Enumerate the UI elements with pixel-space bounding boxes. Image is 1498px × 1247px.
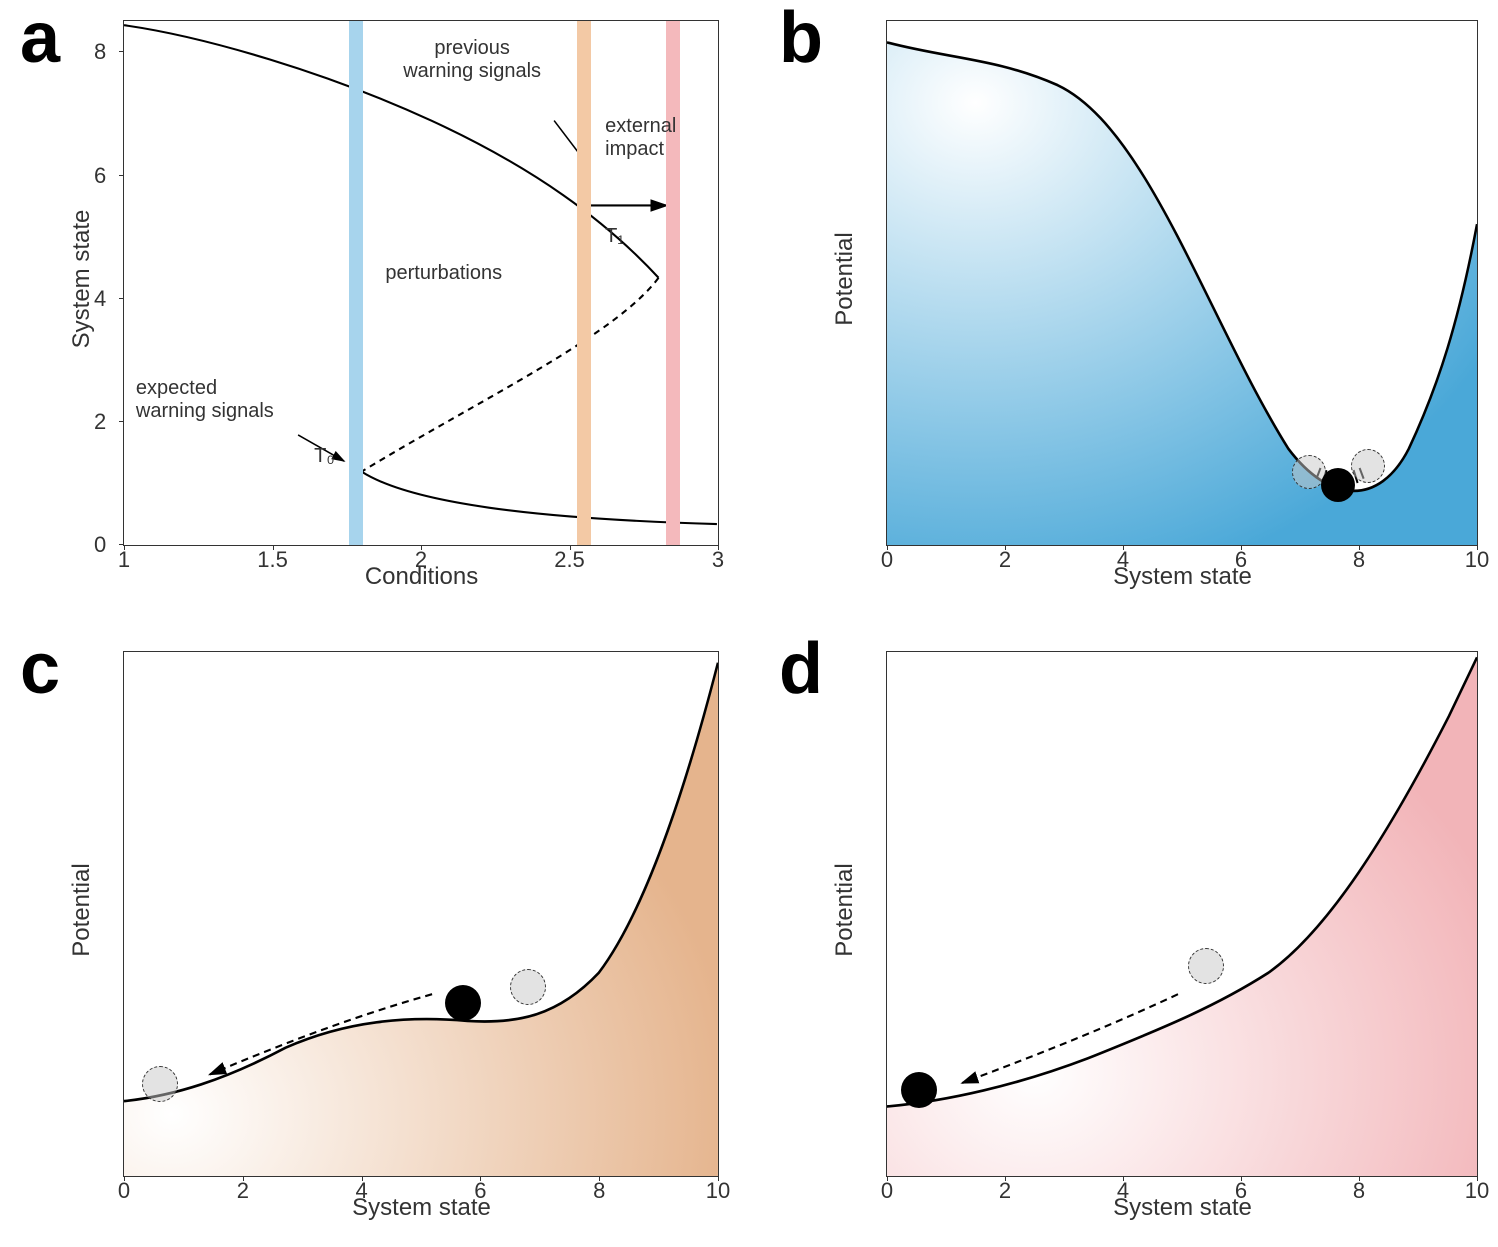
annot-t0: T₀: [314, 445, 335, 468]
tick-y: 4: [94, 286, 106, 312]
xlabel-b: System state: [1113, 563, 1252, 591]
tick-x: 8: [593, 1178, 605, 1204]
ball-solid: [445, 985, 481, 1021]
panel-a: a System state Conditions: [20, 20, 719, 596]
ball-dotted: [1188, 948, 1224, 984]
panel-letter-d: d: [779, 641, 823, 1227]
tick-x: 4: [1117, 1178, 1129, 1204]
tick-x: 1.5: [257, 547, 288, 573]
annot-t1: T₁: [605, 225, 624, 248]
band-blue: [349, 21, 363, 545]
tick-x: 2: [415, 547, 427, 573]
tick-x: 3: [712, 547, 724, 573]
plot-area-d: 0 2 4 6 8 10: [886, 651, 1478, 1177]
tick-y: 2: [94, 409, 106, 435]
tick-x: 0: [881, 1178, 893, 1204]
tick-x: 1: [118, 547, 130, 573]
tick-x: 2: [999, 547, 1011, 573]
plot-b: Potential System state: [831, 20, 1478, 596]
potential-svg-c: [124, 652, 718, 1176]
band-red: [666, 21, 680, 545]
ball-dotted: [1351, 449, 1385, 483]
plot-a: System state Conditions: [68, 20, 719, 596]
tick-y: 6: [94, 163, 106, 189]
annot-external: external impact: [605, 115, 676, 161]
tick-x: 2.5: [554, 547, 585, 573]
potential-svg-b: [887, 21, 1477, 545]
xlabel-d: System state: [1113, 1194, 1252, 1222]
tick-x: 0: [881, 547, 893, 573]
panel-d: d Potential System state: [779, 651, 1478, 1227]
annot-expected: expected warning signals: [136, 377, 274, 423]
ball-solid: [1321, 468, 1355, 502]
xlabel-c: System state: [352, 1194, 491, 1222]
potential-svg-d: [887, 652, 1477, 1176]
tick-x: 6: [1235, 547, 1247, 573]
panel-letter-c: c: [20, 641, 60, 1227]
tick-x: 2: [999, 1178, 1011, 1204]
ball-solid: [901, 1072, 937, 1108]
tick-x: 4: [356, 1178, 368, 1204]
tick-x: 8: [1353, 1178, 1365, 1204]
ylabel-a: System state: [68, 210, 96, 349]
tick-x: 6: [1235, 1178, 1247, 1204]
plot-c: Potential System state: [68, 651, 719, 1227]
band-orange: [577, 21, 591, 545]
tick-y: 8: [94, 39, 106, 65]
tick-x: 8: [1353, 547, 1365, 573]
plot-area-a: previous warning signals external impact…: [123, 20, 719, 546]
tick-x: 6: [474, 1178, 486, 1204]
ylabel-d: Potential: [831, 863, 859, 956]
panel-c: c Potential System state: [20, 651, 719, 1227]
tick-x: 0: [118, 1178, 130, 1204]
ball-dotted: [142, 1066, 178, 1102]
tick-x: 10: [706, 1178, 730, 1204]
ylabel-b: Potential: [831, 232, 859, 325]
plot-area-c: 0 2 4 6 8 10: [123, 651, 719, 1177]
annot-perturbations: perturbations: [385, 262, 502, 285]
panel-letter-a: a: [20, 10, 60, 596]
plot-d: Potential System state: [831, 651, 1478, 1227]
tick-x: 10: [1465, 1178, 1489, 1204]
annot-previous: previous warning signals: [403, 37, 541, 83]
plot-area-b: 0 2 4 6 8 10: [886, 20, 1478, 546]
tick-x: 2: [237, 1178, 249, 1204]
panel-letter-b: b: [779, 10, 823, 596]
panel-b: b Potential System state: [779, 20, 1478, 596]
ylabel-c: Potential: [68, 863, 96, 956]
tick-x: 10: [1465, 547, 1489, 573]
tick-x: 4: [1117, 547, 1129, 573]
tick-y: 0: [94, 532, 106, 558]
